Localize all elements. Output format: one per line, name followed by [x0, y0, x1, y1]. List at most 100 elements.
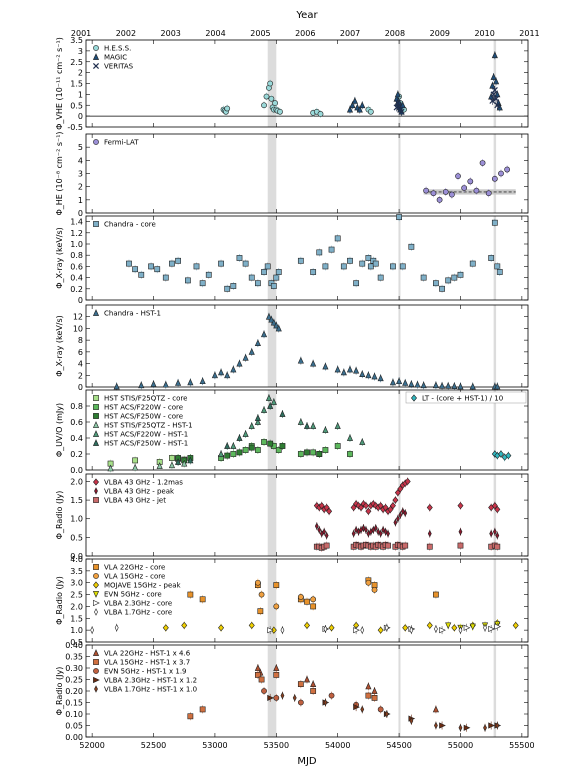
legend-marker — [93, 497, 99, 503]
data-point — [317, 111, 324, 117]
data-point — [138, 381, 145, 389]
data-point — [458, 724, 463, 732]
data-point — [230, 283, 237, 289]
legend-marker — [92, 430, 100, 437]
data-point — [242, 353, 249, 361]
legend-marker — [93, 395, 99, 401]
shaded-band — [398, 216, 401, 300]
data-point — [491, 219, 498, 226]
data-point — [420, 274, 427, 281]
data-point — [132, 463, 139, 471]
data-point — [408, 243, 415, 250]
legend-marker — [92, 53, 100, 60]
data-point — [150, 380, 157, 387]
series-hst-5 — [175, 402, 311, 466]
data-point — [273, 671, 280, 678]
data-point — [359, 101, 366, 109]
y-tick-label: 0.40 — [65, 641, 83, 650]
legend-marker — [411, 394, 417, 402]
series-vla_hst1-1 — [187, 670, 378, 721]
legend-label: HST ACS/F220W - core — [104, 404, 183, 412]
data-point — [395, 514, 400, 523]
data-point — [445, 277, 452, 284]
data-point — [371, 687, 378, 694]
panel-vlba43: 0.0 0.5 1.0 1.5 2.0 Φ_Radio (Jy) VLBA 43 GHz -… — [55, 473, 529, 561]
year-tick-label: 2002 — [116, 29, 136, 38]
panel-vla_core: 0.5 1.0 1.5 2.0 2.5 3.0 3.5 4.0 Φ_Radio (Jy) VLA … — [55, 555, 529, 647]
y-tick-label: 0 — [78, 383, 83, 392]
data-point — [493, 95, 500, 102]
data-point — [491, 175, 498, 182]
legend-marker — [92, 439, 100, 446]
data-point — [392, 496, 399, 504]
data-point — [479, 160, 486, 166]
data-point — [494, 543, 501, 550]
data-point — [317, 526, 322, 534]
data-point — [402, 542, 409, 549]
data-point — [261, 688, 267, 694]
data-point — [273, 603, 280, 610]
data-point — [359, 260, 366, 267]
legend-chandra_hst1: Chandra - HST-1 — [92, 309, 161, 318]
y-tick-label: 1.0 — [70, 240, 83, 249]
data-point — [353, 627, 360, 634]
legend-marker — [93, 564, 99, 570]
y-tick-label: 0.35 — [65, 653, 83, 662]
data-point — [279, 410, 286, 417]
data-point — [254, 579, 261, 586]
legend-marker — [93, 573, 99, 579]
data-point — [254, 671, 261, 678]
data-point — [304, 621, 310, 629]
data-point — [224, 105, 231, 112]
legend-label: HST STIS/F25QTZ - HST-1 — [104, 422, 193, 430]
data-point — [236, 434, 243, 441]
legend-right-box — [405, 391, 527, 404]
panel-he: 0 1 2 3 4 5 Φ_HE (10⁻⁸ cm⁻² s⁻¹) Fermi-LAT — [55, 131, 529, 218]
y-tick-label: 12 — [73, 313, 83, 322]
series-hst-4 — [217, 394, 366, 458]
data-point — [254, 280, 261, 287]
y-tick-label: 1.4 — [70, 218, 83, 227]
y-axis-label: Φ_VHE (10⁻¹¹ cm⁻² s⁻¹) — [55, 37, 64, 130]
data-point — [199, 706, 206, 713]
shaded-band — [398, 134, 401, 213]
data-point — [322, 362, 329, 370]
legend-marker — [94, 685, 98, 693]
y-tick-label: 2.5 — [70, 58, 83, 67]
y-tick-label: 0.30 — [65, 664, 83, 673]
data-point — [297, 257, 304, 264]
year-tick-label: 2007 — [340, 29, 360, 38]
y-tick-label: 8 — [78, 336, 83, 345]
data-point — [310, 603, 317, 610]
legend-label: MOJAVE 15GHz - peak — [104, 582, 182, 590]
data-point — [199, 280, 206, 287]
shaded-band — [267, 559, 277, 642]
mjd-tick-label: 54500 — [386, 741, 411, 750]
data-point — [224, 452, 231, 459]
y-tick-label: 0 — [78, 296, 83, 305]
data-point — [126, 260, 132, 267]
data-point — [340, 368, 347, 376]
legend-marker — [93, 45, 99, 51]
data-point — [248, 422, 255, 429]
data-point — [181, 459, 188, 467]
data-point — [303, 422, 311, 429]
data-point — [346, 105, 354, 113]
data-point — [267, 627, 274, 634]
shaded-band — [493, 559, 497, 642]
y-tick-label: 3 — [78, 47, 83, 56]
y-tick-label: 2.5 — [70, 591, 83, 600]
y-tick-label: 3.0 — [70, 579, 83, 588]
data-point — [248, 444, 255, 451]
data-point — [469, 382, 476, 390]
data-point — [491, 51, 498, 59]
y-tick-label: 3.5 — [70, 567, 83, 576]
bottom-axis-ticks: 52000 52500 53000 53500 54000 54500 55000 55500 — [79, 741, 534, 750]
series-chandra_hst1-0 — [113, 312, 501, 391]
series-hst-3 — [107, 459, 188, 473]
data-point — [175, 379, 182, 386]
mjd-tick-label: 53000 — [202, 741, 227, 750]
series-vla_core-1 — [254, 578, 378, 611]
y-tick-label: 0.5 — [70, 101, 83, 110]
